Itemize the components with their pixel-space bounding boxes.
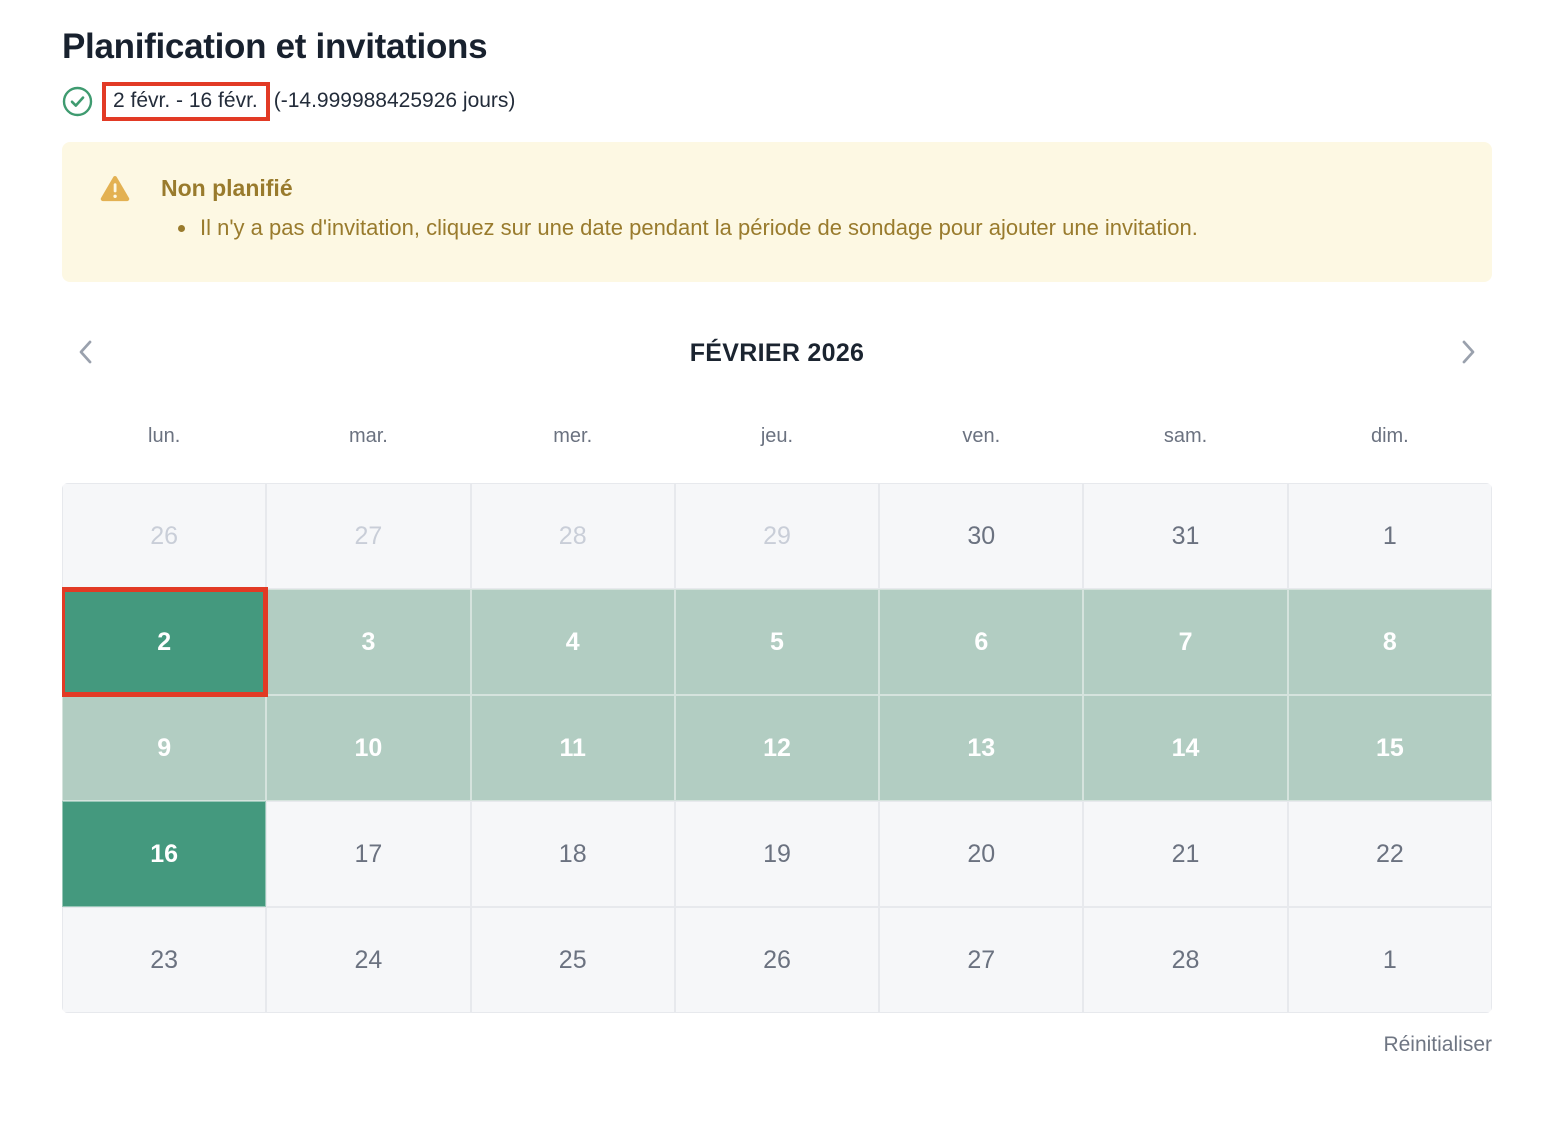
calendar-day[interactable]: 17 <box>266 801 471 907</box>
chevron-right-icon <box>1461 338 1477 369</box>
calendar-day[interactable]: 27 <box>266 483 471 589</box>
calendar-day[interactable]: 31 <box>1083 483 1288 589</box>
calendar-day[interactable]: 10 <box>266 695 471 801</box>
calendar-day[interactable]: 27 <box>879 907 1084 1013</box>
calendar-month-title: FÉVRIER 2026 <box>689 338 865 367</box>
chevron-left-icon <box>77 338 93 369</box>
calendar-day[interactable]: 1 <box>1287 907 1492 1013</box>
calendar-day[interactable]: 29 <box>674 483 880 589</box>
calendar-day[interactable]: 28 <box>470 483 675 589</box>
calendar-day[interactable]: 7 <box>1083 589 1288 695</box>
calendar-day[interactable]: 12 <box>674 695 880 801</box>
weekday-row: lun. mar. mer. jeu. ven. sam. dim. <box>62 424 1492 448</box>
warning-panel: Non planifié Il n'y a pas d'invitation, … <box>62 142 1492 282</box>
reset-link[interactable]: Réinitialiser <box>1383 1033 1492 1056</box>
calendar-day[interactable]: 22 <box>1287 801 1492 907</box>
calendar-day[interactable]: 9 <box>62 695 267 801</box>
date-range-row: 2 févr. - 16 févr. (-14.999988425926 jou… <box>62 78 1492 124</box>
weekday-label: mar. <box>348 425 388 447</box>
calendar-day[interactable]: 6 <box>879 589 1084 695</box>
date-offset-text: (-14.999988425926 jours) <box>273 89 516 112</box>
weekday-label: sam. <box>1163 425 1208 447</box>
warning-title: Non planifié <box>161 175 293 201</box>
planning-page: Planification et invitations 2 févr. - 1… <box>0 0 1566 1057</box>
calendar-day[interactable]: 18 <box>470 801 675 907</box>
date-range-annotation: 2 févr. - 16 févr. <box>102 81 270 121</box>
calendar-day[interactable]: 28 <box>1083 907 1288 1013</box>
calendar-day[interactable]: 23 <box>62 907 267 1013</box>
page-title: Planification et invitations <box>62 27 488 66</box>
calendar-header: FÉVRIER 2026 <box>62 332 1492 374</box>
calendar-day[interactable]: 20 <box>879 801 1084 907</box>
calendar-day[interactable]: 2 <box>62 587 269 697</box>
weekday-label: mer. <box>553 425 593 447</box>
calendar-day[interactable]: 26 <box>674 907 880 1013</box>
calendar-day[interactable]: 16 <box>62 801 267 907</box>
date-range-text: 2 févr. - 16 févr. <box>113 88 258 112</box>
weekday-label: dim. <box>1370 425 1409 447</box>
calendar-day[interactable]: 14 <box>1083 695 1288 801</box>
warning-list-item: Il n'y a pas d'invitation, cliquez sur u… <box>198 209 1452 247</box>
calendar-day[interactable]: 11 <box>470 695 675 801</box>
calendar-day[interactable]: 15 <box>1287 695 1492 801</box>
calendar-day[interactable]: 25 <box>470 907 675 1013</box>
calendar-day[interactable]: 13 <box>879 695 1084 801</box>
weekday-label: lun. <box>148 425 181 447</box>
prev-month-button[interactable] <box>77 338 93 369</box>
reset-row: Réinitialiser <box>62 1033 1492 1057</box>
calendar-day[interactable]: 24 <box>266 907 471 1013</box>
calendar-day[interactable]: 1 <box>1287 483 1492 589</box>
weekday-label: jeu. <box>760 425 794 447</box>
check-circle-icon <box>62 86 93 117</box>
calendar-day[interactable]: 26 <box>62 483 267 589</box>
calendar-day[interactable]: 4 <box>470 589 675 695</box>
calendar-day[interactable]: 5 <box>674 589 880 695</box>
warning-triangle-icon <box>100 175 130 202</box>
calendar-day[interactable]: 30 <box>879 483 1084 589</box>
next-month-button[interactable] <box>1461 338 1477 369</box>
calendar-day[interactable]: 3 <box>266 589 471 695</box>
calendar-day[interactable]: 21 <box>1083 801 1288 907</box>
selected-day-annotation <box>62 587 269 697</box>
calendar-grid: 26 27 28 29 30 31 1 2 3 4 5 6 7 8 9 10 11 12 13 14 15 16 17 18 1… <box>62 483 1492 1013</box>
warning-header: Non planifié <box>100 175 1452 202</box>
calendar-day[interactable]: 8 <box>1287 589 1492 695</box>
calendar-day[interactable]: 19 <box>674 801 880 907</box>
warning-list: Il n'y a pas d'invitation, cliquez sur u… <box>100 209 1452 247</box>
weekday-label: ven. <box>962 425 1001 447</box>
